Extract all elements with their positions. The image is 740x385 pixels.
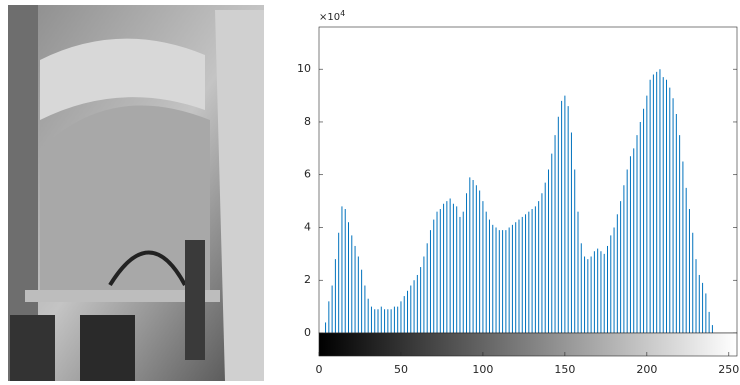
y-tick-label: 4 — [304, 220, 311, 233]
y-tick-label: 2 — [304, 273, 311, 286]
x-tick-label: 200 — [636, 363, 657, 376]
x-tick-label: 100 — [472, 363, 493, 376]
y-exponent-base: ×10 — [319, 12, 340, 23]
y-tick-label: 10 — [297, 62, 311, 75]
y-exponent: ×104 — [319, 9, 345, 24]
y-exponent-power: 4 — [340, 9, 345, 18]
y-tick-label: 6 — [304, 168, 311, 181]
colorbar — [318, 332, 738, 357]
axes-box — [318, 26, 738, 334]
x-tick-label: 0 — [316, 363, 323, 376]
x-tick-label: 50 — [394, 363, 408, 376]
x-tick-label: 150 — [554, 363, 575, 376]
y-tick-label: 8 — [304, 115, 311, 128]
y-tick-label: 0 — [304, 326, 311, 339]
photo — [8, 5, 264, 381]
x-tick-label: 250 — [718, 363, 739, 376]
